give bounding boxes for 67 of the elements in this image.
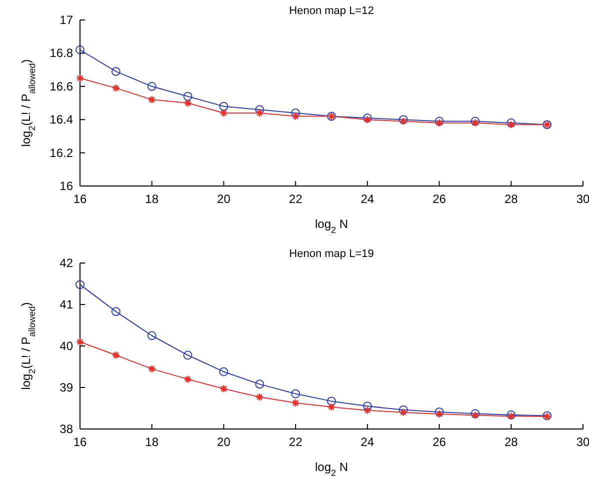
y-tick-label: 16.2 — [50, 146, 74, 160]
x-tick-label: 20 — [217, 192, 231, 206]
point — [399, 408, 408, 417]
chart-title: Henon map L=19 — [289, 248, 374, 260]
point — [112, 350, 120, 360]
point — [76, 74, 84, 82]
point — [435, 410, 444, 418]
point — [219, 367, 228, 376]
point — [398, 405, 408, 414]
x-tick-label: 28 — [504, 435, 518, 449]
x-tick-label: 26 — [432, 435, 446, 449]
point — [147, 331, 156, 340]
point — [76, 280, 84, 290]
y-tick-label: 41 — [60, 298, 74, 312]
y-tick-label: 16.8 — [50, 46, 74, 60]
point — [183, 92, 192, 101]
point — [363, 406, 372, 414]
y-tick-label: 16 — [60, 179, 74, 193]
point — [184, 98, 192, 108]
x-tick-label: 30 — [576, 192, 589, 206]
y-tick-label: 38 — [60, 422, 74, 436]
point — [327, 402, 336, 412]
point — [148, 364, 156, 373]
point — [184, 375, 192, 384]
y-tick-label: 16.6 — [50, 79, 74, 94]
point — [255, 392, 264, 402]
point — [255, 380, 264, 389]
x-tick-label: 18 — [145, 435, 159, 449]
point — [255, 108, 264, 118]
point — [220, 108, 228, 118]
y-tick-label: 17 — [60, 13, 74, 27]
x-tick-label: 20 — [217, 435, 231, 449]
point — [148, 96, 156, 104]
x-tick-label: 24 — [360, 192, 374, 206]
point — [291, 112, 300, 120]
y-tick-label: 16.4 — [50, 112, 74, 127]
point — [111, 307, 120, 316]
x-axis-title: log$_{2}$ N — [314, 217, 348, 235]
x-tick-label: 18 — [145, 192, 159, 206]
x-tick-label: 26 — [432, 192, 446, 206]
x-tick-label: 22 — [288, 435, 303, 449]
point — [291, 108, 300, 118]
x-tick-label: 22 — [288, 192, 303, 206]
x-tick-label: 24 — [360, 435, 374, 449]
point — [255, 105, 264, 114]
point — [291, 398, 300, 408]
y-tick-label: 40 — [60, 339, 74, 353]
y-tick-label: 39 — [60, 380, 74, 394]
x-axis-title: log$_{2}$ N — [314, 460, 348, 478]
point — [327, 396, 336, 406]
point — [220, 384, 228, 393]
y-tick-label: 42 — [60, 256, 74, 270]
point — [291, 389, 300, 398]
point — [112, 84, 120, 92]
x-tick-label: 16 — [73, 435, 87, 449]
point — [76, 338, 84, 346]
point — [76, 45, 84, 54]
point — [183, 350, 192, 360]
point — [362, 402, 372, 411]
x-tick-label: 28 — [504, 192, 518, 206]
point — [219, 102, 228, 111]
chart-title: Henon map L=12 — [289, 5, 374, 17]
point — [111, 66, 120, 76]
x-tick-label: 16 — [73, 192, 87, 206]
point — [147, 82, 156, 91]
x-tick-label: 30 — [576, 435, 589, 449]
point — [434, 407, 444, 416]
